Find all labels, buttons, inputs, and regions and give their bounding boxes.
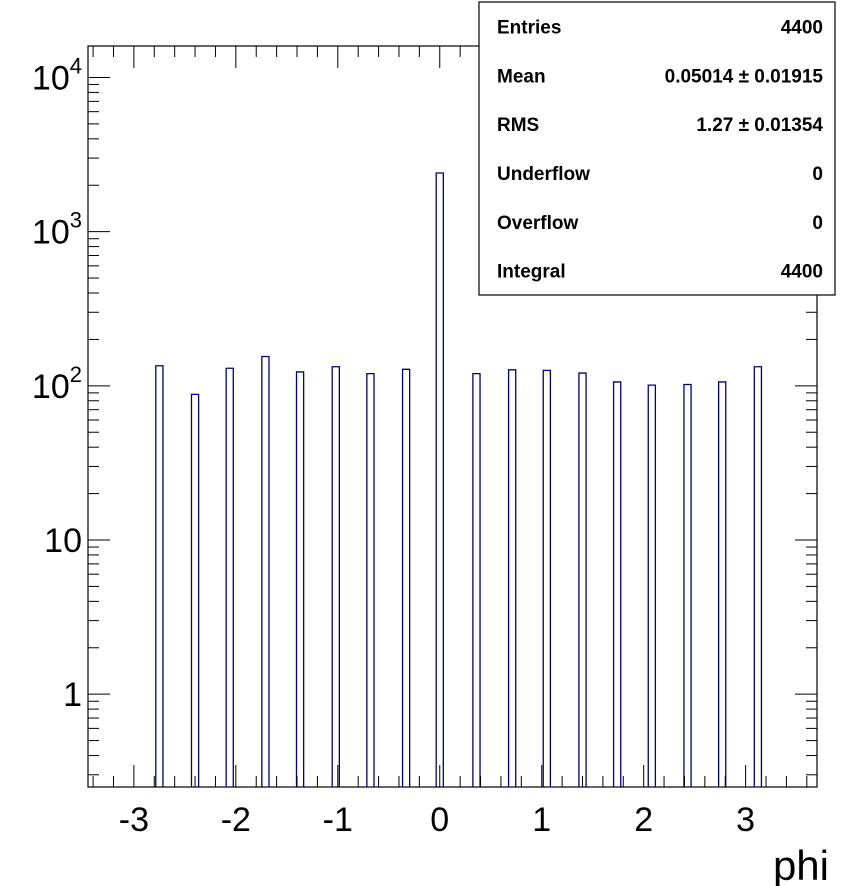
histogram-bar-12 [578, 372, 587, 787]
histogram-bar-3 [261, 355, 270, 787]
histogram-bar-9 [472, 372, 481, 787]
histogram-bar-4 [295, 371, 305, 787]
y-tick-label: 10 [44, 522, 82, 560]
stats-label-underflow: Underflow [497, 164, 590, 185]
histogram-bar-1 [190, 393, 200, 787]
x-axis-title: phi [773, 842, 829, 886]
stats-box-border [478, 1, 836, 296]
histogram-bar-5 [331, 366, 340, 787]
histogram-bars [155, 172, 763, 787]
x-tick-label: 3 [736, 801, 755, 839]
stats-value-rms: 1.27 ± 0.01354 [696, 115, 823, 136]
histogram-bar-2 [225, 367, 234, 787]
stats-box: Entries 4400 Mean 0.05014 ± 0.01915 RMS 1.27 … [478, 1, 836, 296]
x-tick-label: -3 [119, 801, 149, 839]
stats-value-entries: 4400 [781, 17, 823, 38]
stats-value-integral: 4400 [781, 262, 823, 283]
histogram-bar-16 [717, 381, 727, 787]
y-tick-label: 103 [32, 208, 82, 252]
x-tick-label: -1 [323, 801, 353, 839]
y-tick-label: 102 [32, 362, 82, 406]
stats-value-overflow: 0 [812, 213, 823, 234]
x-tick-label: 1 [532, 801, 551, 839]
y-tick-label: 104 [32, 53, 82, 97]
stats-value-underflow: 0 [812, 164, 823, 185]
stats-label-rms: RMS [497, 115, 539, 136]
x-tick-label: 2 [634, 801, 653, 839]
histogram-bar-13 [612, 381, 622, 787]
histogram-bar-11 [542, 369, 552, 787]
histogram-bar-6 [366, 372, 375, 787]
stats-label-overflow: Overflow [497, 213, 579, 234]
histogram-bar-0 [155, 365, 164, 787]
plot-frame [87, 45, 818, 788]
histogram-bar-15 [683, 383, 692, 787]
stats-label-entries: Entries [497, 17, 561, 38]
stats-value-mean: 0.05014 ± 0.01915 [665, 66, 824, 87]
stats-label-integral: Integral [497, 262, 566, 283]
y-axis: 1 10 102 103 104 [32, 53, 817, 776]
histogram-bar-7 [401, 368, 411, 787]
stats-label-mean: Mean [497, 66, 546, 87]
plot-border [87, 45, 818, 788]
histogram-bar-14 [647, 384, 657, 787]
histogram-bar-8 [435, 172, 444, 787]
y-tick-label: 1 [63, 676, 82, 714]
histogram-bar-10 [507, 369, 517, 787]
x-tick-label: -2 [221, 801, 251, 839]
histogram-bar-17 [753, 366, 763, 787]
x-tick-label: 0 [430, 801, 449, 839]
